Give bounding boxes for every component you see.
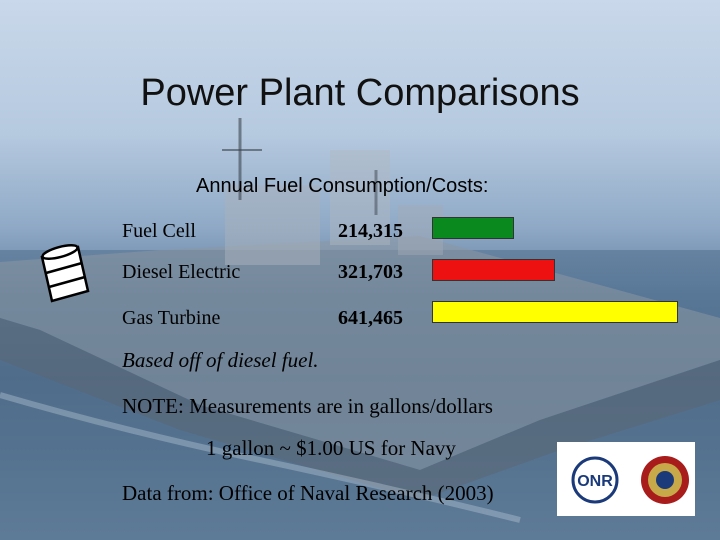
slide-title: Power Plant Comparisons <box>140 72 580 114</box>
onr-logo: ONR <box>557 442 695 516</box>
bar-gas-turbine <box>432 301 678 323</box>
category-label-diesel-electric: Diesel Electric <box>122 261 241 283</box>
bar-fuel-cell <box>432 217 514 239</box>
category-label-gas-turbine: Gas Turbine <box>122 307 221 329</box>
value-label-gas-turbine: 641,465 <box>338 307 403 329</box>
value-label-fuel-cell: 214,315 <box>338 220 403 242</box>
note-conversion: 1 gallon ~ $1.00 US for Navy <box>206 436 456 460</box>
category-label-fuel-cell: Fuel Cell <box>122 220 196 242</box>
note-measurements: NOTE: Measurements are in gallons/dollar… <box>122 394 493 418</box>
chart-subtitle: Annual Fuel Consumption/Costs: <box>196 175 489 197</box>
bar-diesel-electric <box>432 259 555 281</box>
value-label-diesel-electric: 321,703 <box>338 261 403 283</box>
oil-barrel-icon <box>40 244 90 303</box>
note-data-source: Data from: Office of Naval Research (200… <box>122 481 494 505</box>
logo-text: ONR <box>577 473 613 490</box>
note-diesel-basis: Based off of diesel fuel. <box>122 348 319 372</box>
